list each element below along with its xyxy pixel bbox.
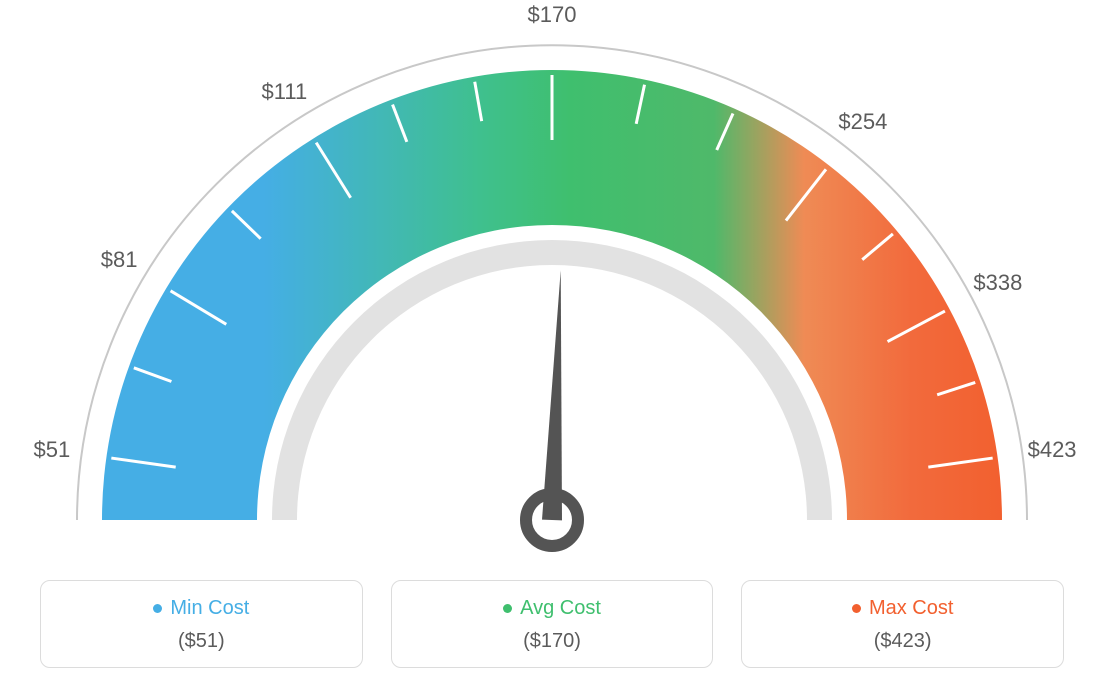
legend-dot-avg xyxy=(503,604,512,613)
legend-card-avg: Avg Cost ($170) xyxy=(391,580,714,668)
legend-value-avg: ($170) xyxy=(402,630,703,653)
legend-row: Min Cost ($51) Avg Cost ($170) Max Cost … xyxy=(40,580,1064,668)
legend-label-min: Min Cost xyxy=(170,597,249,620)
gauge-tick-label: $423 xyxy=(1028,437,1077,463)
legend-card-min: Min Cost ($51) xyxy=(40,580,363,668)
gauge-tick-label: $254 xyxy=(838,109,887,135)
legend-dot-max xyxy=(852,604,861,613)
legend-value-max: ($423) xyxy=(752,630,1053,653)
legend-value-min: ($51) xyxy=(51,630,352,653)
gauge-tick-label: $51 xyxy=(34,437,71,463)
legend-title-max: Max Cost xyxy=(852,597,953,620)
legend-card-max: Max Cost ($423) xyxy=(741,580,1064,668)
gauge-chart: $51 $81 $111 $170 $254 $338 $423 xyxy=(0,0,1104,540)
gauge-tick-label: $338 xyxy=(973,270,1022,296)
gauge-tick-label: $81 xyxy=(101,247,138,273)
legend-title-min: Min Cost xyxy=(153,597,249,620)
gauge-svg xyxy=(0,0,1104,560)
gauge-tick-label: $170 xyxy=(528,2,577,28)
legend-title-avg: Avg Cost xyxy=(503,597,601,620)
legend-dot-min xyxy=(153,604,162,613)
gauge-tick-label: $111 xyxy=(262,79,308,105)
legend-label-avg: Avg Cost xyxy=(520,597,601,620)
legend-label-max: Max Cost xyxy=(869,597,953,620)
